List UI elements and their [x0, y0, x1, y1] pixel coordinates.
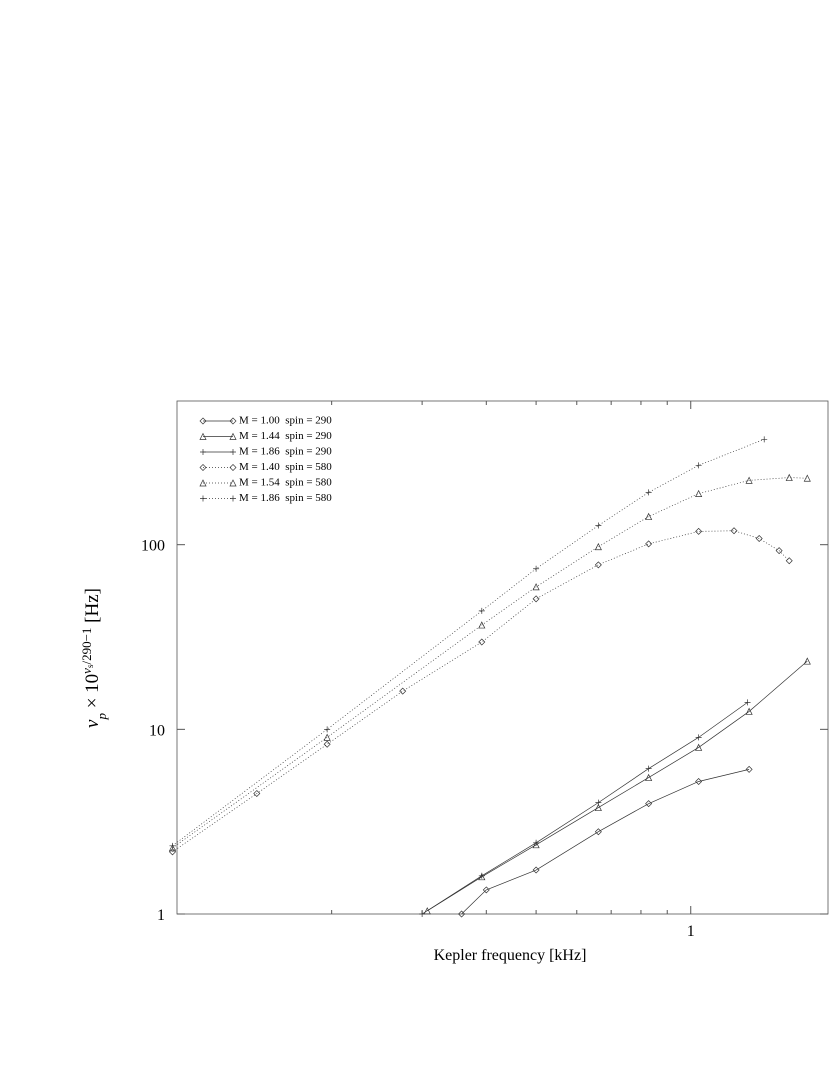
data-point [595, 522, 602, 529]
data-point [645, 765, 652, 772]
data-point [478, 638, 486, 646]
data-point [594, 828, 602, 836]
data-point [533, 839, 540, 846]
legend-marker [200, 449, 236, 455]
legend-label: M = 1.54 spin = 580 [239, 477, 332, 489]
data-point [423, 907, 431, 915]
y-label-part: /290−1 [79, 628, 94, 665]
plot-frame [176, 400, 829, 915]
data-point [594, 542, 602, 551]
data-point [695, 489, 703, 497]
legend-label: M = 1.86 spin = 290 [239, 446, 332, 458]
data-point [695, 462, 702, 469]
data-point [594, 803, 602, 811]
data-point [323, 733, 331, 741]
data-point [645, 540, 653, 548]
data-point [803, 657, 811, 665]
data-point [532, 866, 540, 874]
data-point [695, 777, 703, 785]
y-label-part: ν [82, 719, 103, 728]
data-point [169, 842, 176, 849]
data-point [645, 773, 653, 781]
legend-label: M = 1.86 spin = 580 [239, 492, 332, 504]
data-point [533, 565, 540, 572]
legend-marker [199, 464, 237, 471]
data-point [482, 886, 490, 894]
data-point [399, 687, 407, 695]
data-point [761, 436, 768, 443]
data-point [695, 734, 702, 741]
x-tick-label: 1 [687, 923, 695, 940]
series-line [172, 530, 790, 853]
data-point [755, 535, 763, 543]
data-point [324, 726, 331, 733]
data-point [695, 527, 703, 535]
legend-marker [199, 479, 237, 487]
y-label-part: ν [79, 668, 94, 674]
data-point [458, 910, 466, 918]
legend-marker [199, 417, 237, 425]
data-point [478, 872, 485, 879]
data-point [419, 911, 426, 917]
data-point [775, 547, 783, 555]
y-label-part: [Hz] [82, 588, 103, 628]
data-point [744, 699, 751, 706]
legend: M = 1.00 spin = 290 M = 1.44 spin = 290 M … [199, 415, 332, 504]
data-point [745, 765, 753, 773]
data-point [745, 707, 753, 715]
data-point [323, 740, 331, 748]
data-point [253, 790, 261, 798]
y-label-part: p [94, 713, 109, 721]
legend-marker [200, 495, 236, 502]
data-point [594, 561, 602, 569]
series-line [461, 769, 750, 915]
legend-marker [199, 432, 237, 440]
data-point [532, 595, 540, 603]
data-point [803, 474, 811, 482]
x-axis-label: Kepler frequency [kHz] [434, 947, 587, 964]
data-point [745, 476, 753, 484]
series-line [427, 660, 808, 912]
legend-label: M = 1.40 spin = 580 [239, 461, 332, 473]
data-point [645, 512, 653, 520]
series-line [172, 439, 765, 847]
data-point [532, 841, 540, 849]
data-point [532, 583, 540, 591]
y-tick-label: 100 [141, 538, 165, 555]
data-point [785, 473, 793, 481]
legend-label: M = 1.00 spin = 290 [239, 415, 332, 427]
data-point [478, 607, 485, 614]
data-point [168, 844, 177, 852]
legend-label: M = 1.44 spin = 290 [239, 430, 332, 442]
data-point [478, 621, 486, 629]
data-point [695, 743, 703, 751]
y-tick-label: 1 [157, 907, 165, 924]
data-point [645, 800, 653, 808]
data-point [785, 557, 793, 565]
series-line [421, 702, 748, 915]
y-tick-label: 10 [149, 722, 165, 739]
y-label-part: s [85, 664, 95, 668]
y-label-part: × 10 [82, 674, 103, 713]
series-line [172, 477, 808, 849]
data-point [645, 489, 652, 496]
data-point [730, 527, 738, 535]
data-point [595, 799, 602, 806]
y-axis-label: νp × 10νs/290−1 [Hz] [79, 588, 109, 728]
